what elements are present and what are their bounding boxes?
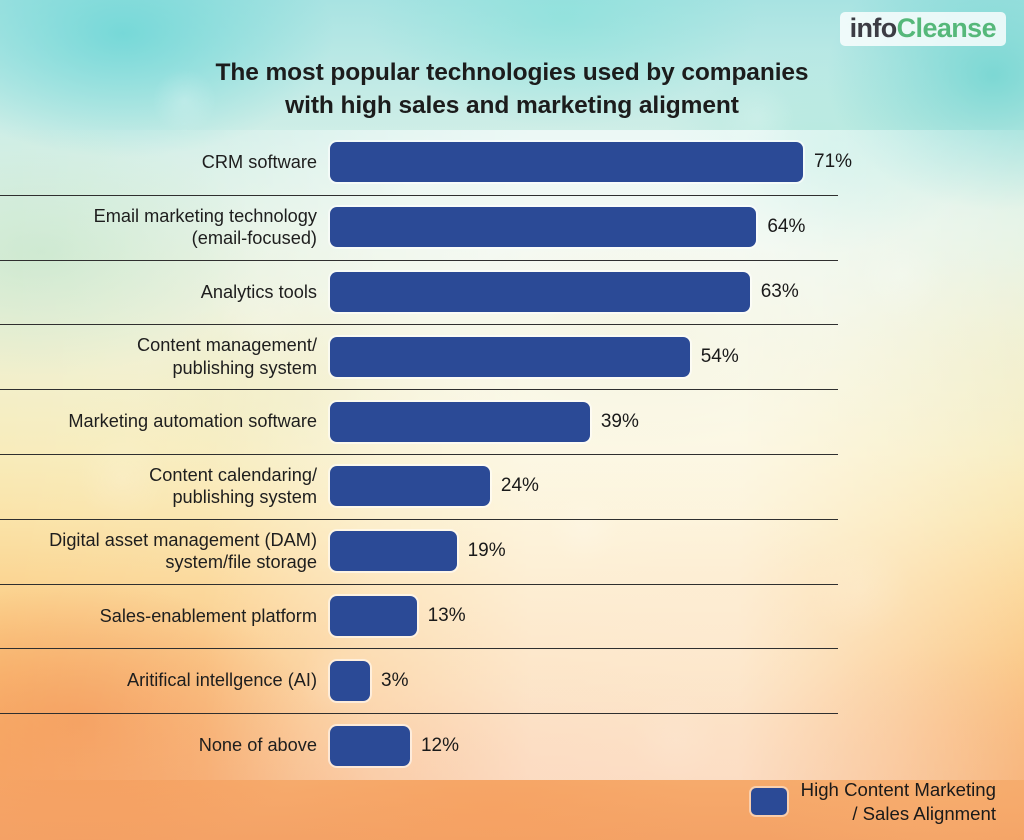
bar — [330, 142, 803, 183]
logo-text-info: info — [849, 13, 898, 43]
bar-value-label: 12% — [420, 734, 459, 756]
bar-track: 19% — [330, 519, 1024, 584]
bar-category-label: Content management/ publishing system — [137, 335, 317, 378]
bar-value-label: 13% — [427, 604, 466, 626]
bar — [330, 401, 590, 442]
legend-label: High Content Marketing / Sales Alignment — [800, 778, 996, 824]
bar-track: 71% — [330, 130, 1024, 195]
bar-value-label: 3% — [381, 669, 409, 691]
bar-category-label: Email marketing technology (email-focuse… — [93, 205, 317, 249]
chart-legend: High Content Marketing / Sales Alignment — [750, 778, 996, 826]
bar — [330, 660, 370, 701]
bar-track: 13% — [330, 584, 1024, 649]
bar-category-label: Sales-enablement platform — [99, 605, 317, 626]
bar — [330, 271, 750, 312]
bar-category-label: Digital asset management (DAM) system/fi… — [49, 529, 317, 573]
bar-chart: CRM software 71% Email marketing technolog… — [0, 130, 1024, 778]
bar-track: 3% — [330, 648, 1024, 713]
bar — [330, 207, 757, 248]
bar — [330, 336, 690, 377]
bar-row: Content management/ publishing system 54% — [0, 324, 1024, 389]
bar-category-label: None of above — [198, 735, 317, 756]
bar-value-label: 71% — [814, 151, 853, 173]
bar-category-label: Content calendaring/ publishing system — [149, 464, 317, 508]
bar — [330, 531, 457, 572]
bar — [330, 466, 490, 507]
bar-row: Digital asset management (DAM) system/fi… — [0, 518, 1024, 584]
chart-title: The most popular technologies used by co… — [0, 56, 1024, 123]
bar-value-label: 63% — [760, 280, 799, 302]
bar-track: 64% — [330, 195, 1024, 260]
brand-logo: infoCleanse — [839, 12, 1006, 46]
bar-row: Analytics tools 63% — [0, 259, 1024, 325]
bar-track: 24% — [330, 454, 1024, 519]
bar-track: 12% — [330, 713, 1024, 778]
bar-track: 54% — [330, 324, 1024, 389]
chart-title-line-1: The most popular technologies used by co… — [215, 59, 809, 86]
bar — [330, 595, 417, 636]
bar-value-label: 54% — [700, 345, 739, 367]
bar-category-label: CRM software — [201, 152, 317, 173]
bar-row: Marketing automation software 39% — [0, 389, 1024, 454]
bar-row: Sales-enablement platform 13% — [0, 583, 1024, 649]
bar-row: Email marketing technology (email-focuse… — [0, 194, 1024, 260]
chart-title-line-2: with high sales and marketing aligment — [285, 92, 739, 120]
bar-row: Content calendaring/ publishing system 24… — [0, 453, 1024, 519]
bar-row: Aritifical intellgence (AI) 3% — [0, 648, 1024, 713]
bar-value-label: 39% — [600, 410, 639, 432]
bar-value-label: 24% — [500, 475, 539, 497]
logo-text-cleanse: Cleanse — [896, 13, 997, 43]
bar — [330, 725, 410, 766]
bar-value-label: 64% — [767, 216, 806, 238]
bar-row: None of above 12% — [0, 713, 1024, 778]
legend-color-swatch — [750, 788, 787, 816]
bar-row: CRM software 71% — [0, 130, 1024, 195]
bar-track: 63% — [330, 260, 1024, 325]
bar-track: 39% — [330, 389, 1024, 454]
bar-category-label: Marketing automation software — [68, 411, 317, 432]
bar-category-label: Aritifical intellgence (AI) — [126, 670, 317, 691]
bar-category-label: Analytics tools — [200, 281, 317, 302]
bar-value-label: 19% — [467, 540, 506, 562]
